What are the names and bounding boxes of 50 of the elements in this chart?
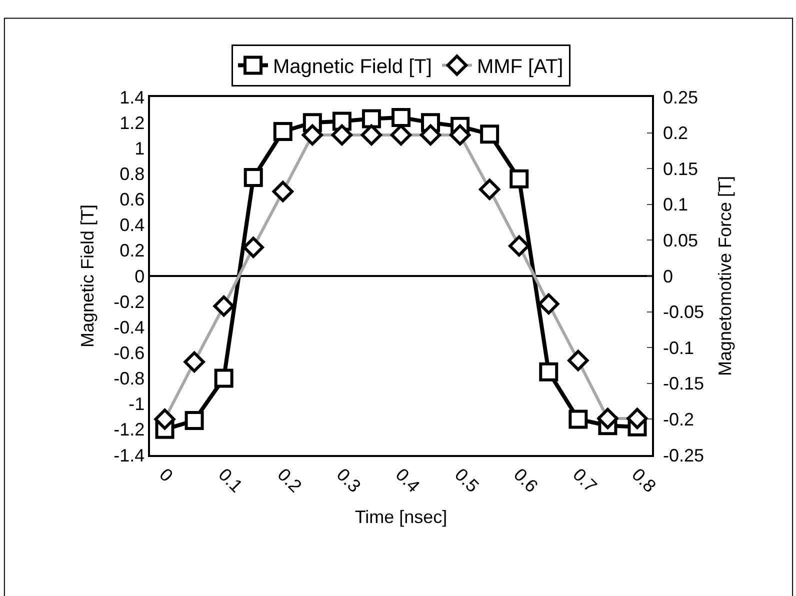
x-tick-label: 0.7 — [568, 464, 601, 496]
y2-tick-label: 0.2 — [663, 123, 688, 144]
y-tick-label: 1.4 — [120, 87, 145, 108]
y-tick-label: 0.2 — [120, 240, 145, 261]
y-axis-title: Magnetic Field [T] — [77, 204, 98, 348]
y-tick-label: -1.4 — [114, 445, 145, 466]
y2-tick-label: 0.05 — [663, 230, 698, 250]
x-tick-label: 0.3 — [332, 464, 365, 496]
point — [244, 168, 263, 188]
y2-tick-label: -0.2 — [663, 410, 694, 430]
x-tick-label: 0.6 — [510, 464, 542, 496]
point — [273, 122, 292, 142]
legend-label: MMF [AT] — [476, 56, 564, 78]
y-tick-label: -0.8 — [114, 368, 145, 389]
point — [539, 362, 558, 382]
x-tick-label: 0 — [156, 464, 177, 486]
y-tick-label: -0.4 — [114, 317, 145, 338]
point — [214, 368, 234, 388]
y-tick-label: 0.8 — [120, 164, 145, 184]
point — [184, 410, 204, 430]
y-tick-label: -1 — [128, 394, 145, 414]
y-tick-label: 1 — [134, 138, 145, 158]
y-tick-label: -1.2 — [114, 420, 145, 440]
x-axis-title: Time [nsec] — [354, 506, 448, 527]
point — [362, 109, 381, 128]
y2-tick-label: 0.25 — [663, 87, 698, 108]
y-tick-label: 1.2 — [120, 112, 145, 133]
x-tick-label: 0.2 — [274, 464, 306, 496]
y-tick-label: -0.2 — [114, 292, 145, 312]
x-tick-label: 0.8 — [628, 464, 660, 496]
y2-tick-label: 0.15 — [663, 158, 698, 179]
y2-tick-label: -0.1 — [663, 338, 694, 358]
y2-tick-label: -0.05 — [663, 302, 704, 322]
y2-axis-title: Magnetomotive Force [T] — [715, 176, 736, 376]
x-tick-label: 0.5 — [450, 464, 483, 496]
y-tick-label: 0.6 — [120, 190, 145, 210]
y2-tick-label: -0.25 — [663, 445, 704, 466]
point — [510, 169, 529, 188]
x-tick-label: 0.4 — [392, 464, 424, 496]
y2-tick-label: -0.15 — [663, 374, 704, 394]
y2-tick-label: 0.1 — [663, 194, 688, 215]
point — [568, 410, 588, 429]
y-tick-label: 0.4 — [120, 215, 145, 236]
point — [392, 108, 410, 127]
legend-label: Magnetic Field [T] — [273, 56, 432, 78]
y-tick-label: -0.6 — [114, 343, 145, 364]
y2-tick-label: 0 — [663, 266, 674, 286]
x-tick-label: 0.1 — [214, 464, 246, 496]
point — [480, 124, 500, 144]
y-tick-label: 0 — [134, 266, 145, 286]
